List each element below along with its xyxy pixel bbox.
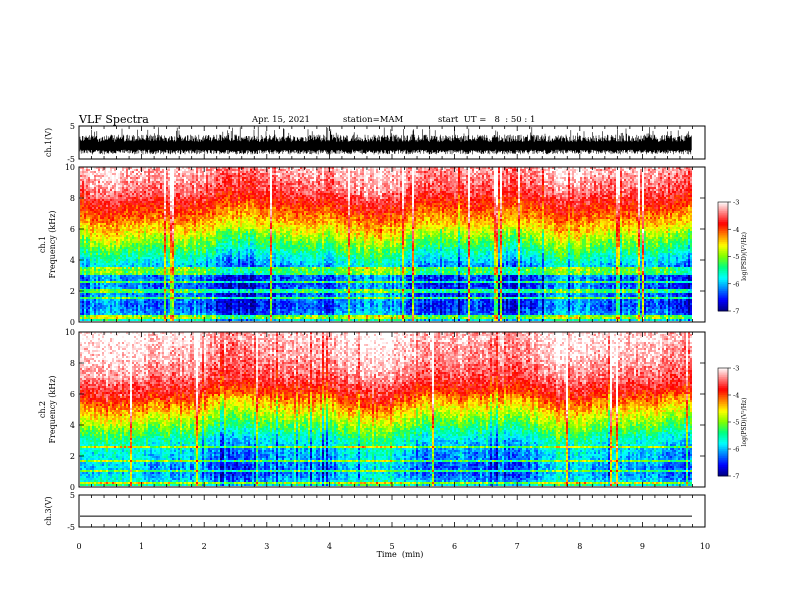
- y-tick-label: 6: [70, 225, 75, 234]
- y-tick-label: 10: [65, 328, 75, 337]
- spectrogram-cells: [80, 332, 692, 486]
- spectrogram-cells: [80, 167, 692, 321]
- x-tick-label: 2: [202, 542, 207, 551]
- x-tick-label: 1: [139, 542, 144, 551]
- y-tick-label: 8: [70, 194, 75, 203]
- figure-title: VLF Spectra: [78, 113, 149, 126]
- x-tick-label: 10: [700, 542, 710, 551]
- y-tick-label: 8: [70, 359, 75, 368]
- colorbar-tick-label: -5: [733, 419, 739, 427]
- ch3-waveform-panel: 5 -5 ch.3(V): [44, 491, 705, 532]
- colorbar-tick-label: -4: [733, 392, 739, 400]
- y-tick-label: 4: [70, 421, 75, 430]
- colorbar-tick-label: -7: [733, 308, 739, 316]
- colorbar-tick-label: -3: [733, 199, 739, 207]
- y-tick-label: 5: [70, 491, 75, 500]
- x-tick-label: 3: [264, 542, 269, 551]
- date-label: Apr. 15, 2021: [251, 115, 310, 125]
- channel-label: ch.2: [38, 401, 47, 418]
- colorbar-tick-label: -4: [733, 226, 739, 234]
- y-tick-label: 10: [65, 163, 75, 172]
- y-axis-label: ch.3(V): [44, 496, 53, 525]
- ch1-waveform-panel: 5-5ch.1(V): [44, 122, 705, 164]
- x-tick-label: 0: [76, 542, 81, 551]
- colorbar-tick-label: -6: [733, 446, 739, 454]
- colorbar-ch1: -3 -4 -5 -6 -7 log(PSD)(V²/Hz): [718, 199, 748, 316]
- x-tick-label: 4: [327, 542, 332, 551]
- ch1-waveform-trace: [80, 127, 691, 155]
- colorbar-label: log(PSD)(V²/Hz): [741, 398, 748, 447]
- frequency-axis-label: Frequency (kHz): [48, 375, 57, 443]
- colorbar-label: log(PSD)(V²/Hz): [741, 232, 748, 281]
- start-time-label: start UT = 8 : 50 : 1: [438, 115, 535, 125]
- colorbar-ch2: -3 -4 -5 -6 -7 log(PSD)(V²/Hz): [718, 365, 748, 481]
- x-tick-label: 7: [515, 542, 520, 551]
- x-tick-label: 9: [640, 542, 645, 551]
- colorbar-tick-label: -7: [733, 473, 739, 481]
- colorbar-tick-label: -3: [733, 365, 739, 373]
- y-tick-label: 0: [70, 318, 75, 327]
- colorbar-tick-label: -5: [733, 253, 739, 261]
- y-tick-label: -5: [67, 523, 75, 532]
- y-tick-label: 2: [70, 287, 75, 296]
- y-tick-label: 5: [70, 122, 75, 131]
- channel-label: ch.1: [38, 236, 47, 253]
- ch1-spectrogram-panel: 0 2 4 6 8 10 ch.1 Frequency (kHz): [38, 163, 705, 327]
- x-axis-label: Time (min): [377, 550, 424, 559]
- y-tick-label: 2: [70, 452, 75, 461]
- y-tick-label: 4: [70, 256, 75, 265]
- y-tick-label: 6: [70, 390, 75, 399]
- colorbar-tick-label: -6: [733, 280, 739, 288]
- x-tick-label: 6: [452, 542, 457, 551]
- y-axis-label: ch.1(V): [44, 128, 53, 157]
- station-label: station=MAM: [343, 115, 404, 125]
- x-tick-label: 8: [577, 542, 582, 551]
- frequency-axis-label: Frequency (kHz): [48, 210, 57, 278]
